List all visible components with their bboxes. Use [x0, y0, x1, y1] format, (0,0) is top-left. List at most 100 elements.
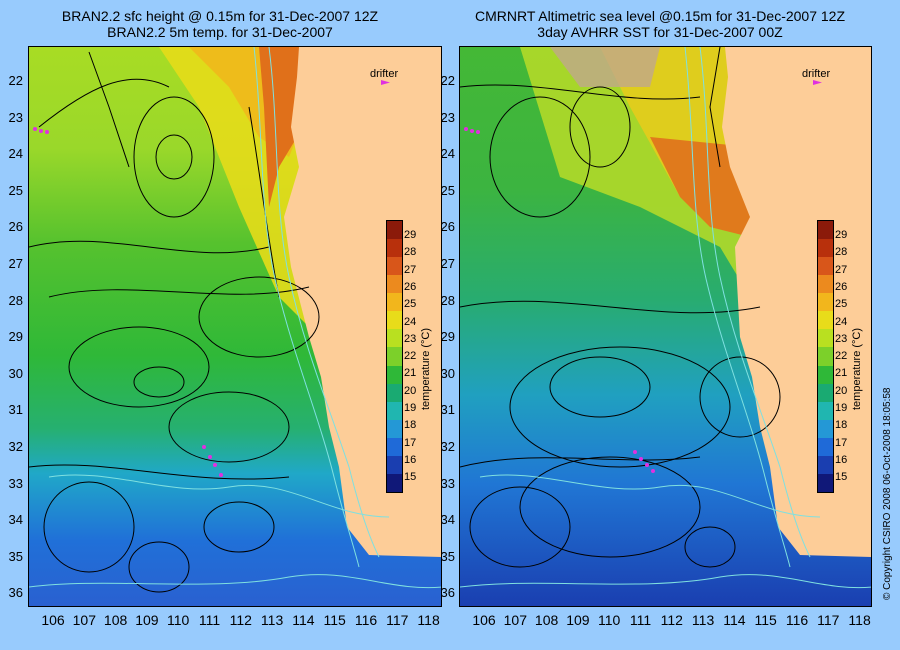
left-colorbar	[386, 220, 403, 493]
left-lon-tick: 110	[167, 612, 190, 628]
right-lon-tick: 110	[598, 612, 621, 628]
right-colorbar-swatch	[818, 419, 833, 439]
left-colorbar-swatch	[387, 455, 402, 475]
left-colorbar-swatch	[387, 239, 402, 258]
right-lon-tick: 116	[785, 612, 809, 628]
left-lat-tick: 29	[8, 329, 23, 345]
left-colorbar-labels: 29 28 27 26 25 24 23 22 21 20 19 18 17 16 15	[404, 220, 426, 491]
right-colorbar-tick: 28	[835, 246, 848, 259]
left-colorbar-swatch	[387, 311, 402, 330]
left-colorbar-tick: 15	[404, 471, 417, 484]
right-longitude-axis: 106 107 108 109 110 111 112 113 114 115 116 117 118	[459, 612, 872, 632]
left-map	[28, 46, 442, 607]
left-lat-tick: 27	[8, 256, 23, 271]
right-lat-tick: 23	[440, 109, 455, 125]
copyright-notice: © Copyright CSIRO 2008 06-Oct-2008 18:05…	[882, 387, 893, 601]
right-lat-tick: 26	[440, 219, 455, 235]
right-lat-tick: 24	[440, 146, 455, 162]
right-lat-tick: 36	[440, 585, 455, 601]
left-lat-tick: 34	[8, 512, 23, 528]
right-lon-tick: 118	[848, 612, 871, 628]
right-colorbar-swatch	[818, 311, 833, 330]
right-lat-tick: 25	[440, 182, 455, 198]
right-panel-title: CMRNRT Altimetric sea level @0.15m for 3…	[440, 8, 880, 40]
right-colorbar-swatch	[818, 329, 833, 348]
left-lon-tick: 111	[198, 612, 221, 628]
right-colorbar-swatch	[818, 221, 833, 240]
right-colorbar-tick: 24	[835, 315, 848, 328]
right-lon-tick: 109	[566, 612, 590, 628]
right-colorbar-tick: 27	[835, 263, 848, 276]
left-drifter-label: drifter	[370, 68, 399, 80]
right-colorbar-swatch	[818, 383, 833, 403]
left-colorbar-tick: 17	[404, 436, 417, 449]
right-colorbar-tick: 20	[835, 384, 848, 397]
right-lat-tick: 34	[440, 512, 455, 528]
left-colorbar-tick: 23	[404, 332, 417, 345]
left-colorbar-swatch	[387, 437, 402, 457]
right-hot-coast	[650, 137, 750, 237]
left-colorbar-swatch	[387, 383, 402, 403]
left-colorbar-tick: 16	[404, 453, 417, 466]
left-colorbar-tick: 26	[404, 280, 417, 293]
left-lon-tick: 107	[72, 612, 96, 628]
right-lat-tick: 32	[440, 439, 455, 454]
left-drifter-track	[33, 127, 223, 477]
left-title-line2: BRAN2.2 5m temp. for 31-Dec-2007	[107, 24, 333, 40]
right-lon-tick: 106	[472, 612, 496, 628]
right-lon-tick: 114	[723, 612, 746, 628]
left-lon-tick: 115	[323, 612, 346, 628]
left-colorbar-tick: 24	[404, 315, 417, 328]
left-colorbar-swatch	[387, 275, 402, 294]
left-colorbar-swatch	[387, 473, 402, 493]
left-colorbar-swatch	[387, 365, 402, 385]
left-colorbar-swatch	[387, 257, 402, 276]
right-drifter-arrow-icon	[813, 80, 822, 85]
left-map-canvas	[29, 47, 441, 606]
right-lat-tick: 31	[440, 402, 455, 418]
right-lat-tick: 22	[440, 73, 455, 88]
right-colorbar-swatch	[818, 401, 833, 421]
left-lon-tick: 109	[135, 612, 159, 628]
right-colorbar-swatch	[818, 275, 833, 294]
right-colorbar-swatch	[818, 455, 833, 475]
right-lat-tick: 29	[440, 329, 455, 345]
left-colorbar-swatch	[387, 293, 402, 312]
left-lat-tick: 24	[8, 146, 23, 162]
right-colorbar-tick: 16	[835, 453, 848, 466]
right-colorbar-title: temperature (°C)	[851, 327, 863, 410]
left-lon-tick: 117	[386, 612, 409, 628]
right-lon-tick: 108	[534, 612, 559, 628]
right-colorbar-tick: 19	[835, 402, 848, 414]
right-title-line1: CMRNRT Altimetric sea level @0.15m for 3…	[474, 8, 846, 24]
left-title-line1: BRAN2.2 sfc height @ 0.15m for 31-Dec-20…	[61, 8, 379, 24]
left-latitude-axis: 22 23 24 25 26 27 28 29 30 31 32 33 34 35 36	[0, 46, 26, 607]
left-lat-tick: 35	[8, 548, 23, 564]
left-colorbar-tick: 29	[404, 229, 417, 241]
right-colorbar-tick: 23	[835, 332, 848, 345]
left-lat-tick: 31	[8, 402, 23, 418]
right-lat-tick: 30	[440, 365, 455, 381]
right-lon-tick: 117	[817, 612, 840, 628]
left-lon-tick: 112	[229, 612, 252, 628]
right-colorbar-tick: 25	[835, 298, 848, 311]
left-lat-tick: 30	[8, 365, 23, 381]
left-lat-tick: 25	[8, 182, 23, 198]
right-colorbar-tick: 21	[835, 367, 848, 380]
right-lat-tick: 35	[440, 548, 455, 564]
right-colorbar-swatch	[818, 347, 833, 367]
left-lat-tick: 26	[8, 219, 23, 235]
left-colorbar-tick: 22	[404, 350, 417, 363]
left-sea-level-contours	[29, 51, 320, 593]
right-cloud-mask	[550, 47, 660, 87]
right-lon-tick: 112	[660, 612, 683, 628]
right-colorbar-swatch	[818, 257, 833, 276]
left-colorbar-swatch	[387, 401, 402, 421]
right-colorbar-tick: 22	[835, 350, 848, 363]
left-lat-tick: 32	[8, 439, 23, 454]
right-colorbar-swatch	[818, 239, 833, 258]
right-colorbar-labels: 29 28 27 26 25 24 23 22 21 20 19 18 17 16 15	[835, 220, 857, 491]
right-lat-tick: 28	[440, 292, 455, 308]
left-colorbar-swatch	[387, 221, 402, 240]
left-colorbar-tick: 19	[404, 402, 417, 414]
